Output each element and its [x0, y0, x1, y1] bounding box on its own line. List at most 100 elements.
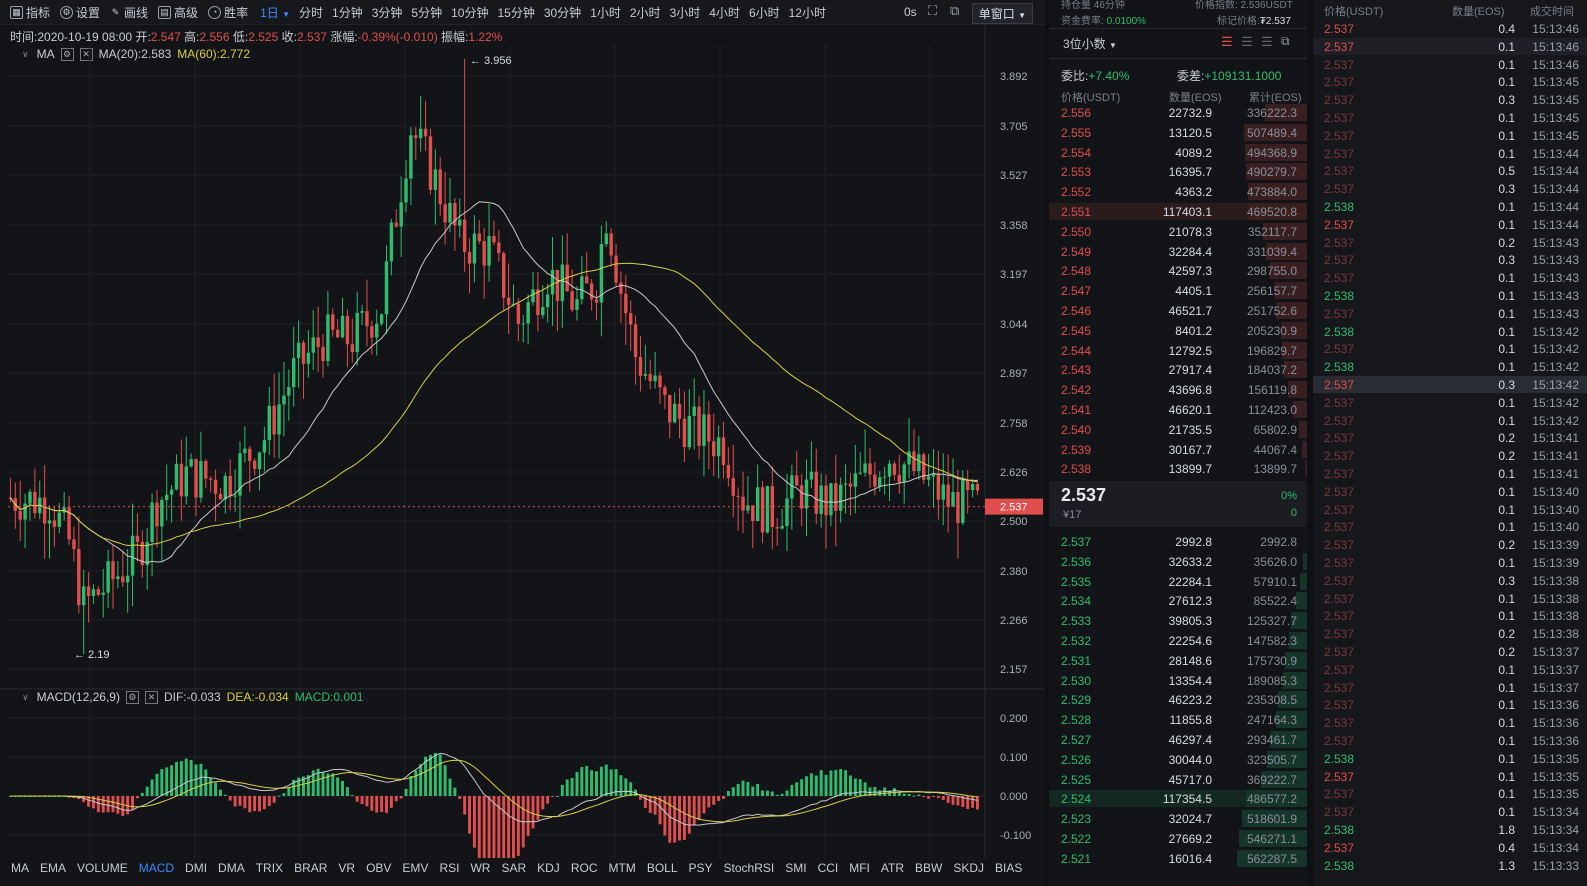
order-row[interactable]: 2.541 46620.1 112423.0 — [1049, 400, 1307, 419]
timeframe-1d[interactable]: 1日 ▼ — [260, 4, 290, 21]
timeframe-option[interactable]: 2小时 — [629, 5, 661, 20]
timeframe-option[interactable]: 12小时 — [788, 5, 826, 20]
indicators-button[interactable]: ▦ 指标 — [10, 4, 50, 21]
order-row[interactable]: 2.552 4363.2 473884.0 — [1049, 182, 1307, 201]
order-row[interactable]: 2.523 32024.7 518601.9 — [1049, 809, 1307, 828]
order-row[interactable]: 2.532 22254.6 147582.3 — [1049, 631, 1307, 650]
indicator-tab-bias[interactable]: BIAS — [995, 861, 1023, 875]
indicator-tab-stochrsi[interactable]: StochRSI — [723, 861, 775, 875]
collapse-icon[interactable]: ∨ — [22, 48, 29, 59]
order-row[interactable]: 2.533 39805.3 125327.7 — [1049, 611, 1307, 630]
order-row[interactable]: 2.528 11855.8 247164.3 — [1049, 710, 1307, 729]
timeframe-option[interactable]: 3分钟 — [371, 5, 403, 20]
order-row[interactable]: 2.554 4089.2 494368.9 — [1049, 143, 1307, 162]
indicator-tab-vr[interactable]: VR — [338, 861, 356, 875]
close-icon[interactable]: ✕ — [144, 690, 158, 704]
view-asks-icon[interactable]: ☰ — [1261, 34, 1273, 49]
indicator-tab-emv[interactable]: EMV — [402, 861, 429, 875]
timeframe-option[interactable]: 分时 — [299, 5, 324, 20]
indicator-tab-sar[interactable]: SAR — [501, 861, 527, 875]
timeframe-option[interactable]: 1分钟 — [332, 5, 363, 20]
collapse-icon[interactable]: ∨ — [22, 691, 29, 702]
timeframe-option[interactable]: 6小时 — [748, 5, 780, 20]
trade-time: 15:13:45 — [1532, 75, 1579, 90]
timeframe-option[interactable]: 3小时 — [669, 5, 701, 20]
order-row[interactable]: 2.548 42597.3 298755.0 — [1049, 261, 1307, 280]
order-row[interactable]: 2.543 27917.4 184037.2 — [1049, 360, 1307, 379]
order-row[interactable]: 2.539 30167.7 44067.4 — [1049, 440, 1307, 459]
order-row[interactable]: 2.540 21735.5 65802.9 — [1049, 420, 1307, 439]
view-bids-icon[interactable]: ☰ — [1241, 34, 1253, 49]
advanced-button[interactable]: ▤ 高级 — [158, 4, 198, 21]
order-row[interactable]: 2.521 16016.4 562287.5 — [1049, 849, 1307, 868]
indicator-tab-kdj[interactable]: KDJ — [537, 861, 560, 875]
settings-icon[interactable]: ⚙ — [60, 47, 74, 61]
indicator-tab-obv[interactable]: OBV — [366, 861, 392, 875]
indicator-tab-boll[interactable]: BOLL — [646, 861, 678, 875]
order-row[interactable]: 2.524 117354.5 486577.2 — [1049, 789, 1307, 808]
indicator-tab-wr[interactable]: WR — [470, 861, 491, 875]
timeframe-option[interactable]: 10分钟 — [451, 5, 489, 20]
indicator-tab-dma[interactable]: DMA — [218, 861, 245, 875]
indicator-tab-volume[interactable]: VOLUME — [77, 861, 128, 875]
timeframe-option[interactable]: 15分钟 — [497, 5, 535, 20]
order-row[interactable]: 2.531 28148.6 175730.9 — [1049, 651, 1307, 670]
window-mode-dropdown[interactable]: 单窗口 ▼ — [971, 3, 1033, 24]
indicator-tab-atr[interactable]: ATR — [880, 861, 905, 875]
order-row[interactable]: 2.556 22732.9 336222.3 — [1049, 103, 1307, 122]
order-row[interactable]: 2.545 8401.2 205230.9 — [1049, 321, 1307, 340]
depth-bar — [1265, 242, 1307, 260]
indicator-tab-macd[interactable]: MACD — [138, 861, 175, 875]
order-row[interactable]: 2.525 45717.0 369222.7 — [1049, 770, 1307, 789]
order-row[interactable]: 2.526 30044.0 323505.7 — [1049, 750, 1307, 769]
indicator-tab-roc[interactable]: ROC — [570, 861, 598, 875]
order-row[interactable]: 2.555 13120.5 507489.4 — [1049, 123, 1307, 142]
kline-chart[interactable]: 3.892 3.705 3.527 3.358 3.197 3.044 2.897 2.758… — [0, 24, 1045, 858]
indicator-tab-mfi[interactable]: MFI — [849, 861, 870, 875]
order-row[interactable]: 2.534 27612.3 85522.4 — [1049, 591, 1307, 610]
indicator-tab-skdj[interactable]: SKDJ — [953, 861, 985, 875]
order-row[interactable]: 2.536 32633.2 35626.0 — [1049, 552, 1307, 571]
order-row[interactable]: 2.544 12792.5 196829.7 — [1049, 341, 1307, 360]
order-row[interactable]: 2.550 21078.3 352117.7 — [1049, 222, 1307, 241]
indicator-tab-bbw[interactable]: BBW — [915, 861, 943, 875]
order-row[interactable]: 2.535 22284.1 57910.1 — [1049, 572, 1307, 591]
timeframe-option[interactable]: 5分钟 — [411, 5, 443, 20]
indicator-tab-mtm[interactable]: MTM — [608, 861, 636, 875]
indicator-tab-trix[interactable]: TRIX — [255, 861, 284, 875]
indicator-tab-cci[interactable]: CCI — [817, 861, 839, 875]
indicator-tab-brar[interactable]: BRAR — [294, 861, 328, 875]
settings-button[interactable]: ⚙ 设置 — [60, 4, 100, 21]
popout-icon[interactable]: ⧉ — [1281, 34, 1290, 48]
draw-button[interactable]: ✎ 画线 — [110, 4, 148, 21]
order-row[interactable]: 2.547 4405.1 256157.7 — [1049, 281, 1307, 300]
order-row[interactable]: 2.551 117403.1 469520.8 — [1049, 202, 1307, 221]
order-row[interactable]: 2.542 43696.8 156119.8 — [1049, 380, 1307, 399]
close-icon[interactable]: ✕ — [79, 47, 93, 61]
order-row[interactable]: 2.537 2992.8 2992.8 — [1049, 532, 1307, 551]
chart-panel[interactable]: ▦ 指标 ⚙ 设置 ✎ 画线 ▤ 高级 ◔ 胜率 1日 ▼ 分时 1分钟 3分钟 5分钟 10分钟… — [0, 0, 1045, 886]
timeframe-option[interactable]: 1小时 — [590, 5, 621, 20]
order-row[interactable]: 2.538 13899.7 13899.7 — [1049, 459, 1307, 477]
indicator-tab-rsi[interactable]: RSI — [439, 861, 460, 875]
order-row[interactable]: 2.527 46297.4 293461.7 — [1049, 730, 1307, 749]
indicator-tab-dmi[interactable]: DMI — [185, 861, 208, 875]
precision-dropdown[interactable]: 3位小数 ▼ — [1063, 35, 1117, 52]
fullscreen-icon[interactable]: ⛶ — [928, 3, 938, 18]
indicator-tab-ema[interactable]: EMA — [40, 861, 67, 875]
view-both-icon[interactable]: ☰ — [1221, 34, 1233, 49]
settings-icon[interactable]: ⚙ — [125, 690, 139, 704]
timeframe-option[interactable]: 4小时 — [709, 5, 740, 20]
indicator-tab-smi[interactable]: SMI — [785, 861, 807, 875]
order-row[interactable]: 2.529 46223.2 235308.5 — [1049, 690, 1307, 709]
order-row[interactable]: 2.553 16395.7 490279.7 — [1049, 162, 1307, 181]
order-row[interactable]: 2.546 46521.7 251752.6 — [1049, 301, 1307, 320]
indicator-tab-psy[interactable]: PSY — [688, 861, 713, 875]
order-row[interactable]: 2.522 27669.2 546271.1 — [1049, 829, 1307, 848]
popout-icon[interactable]: ⧉ — [950, 3, 960, 18]
timeframe-option[interactable]: 30分钟 — [543, 5, 582, 20]
indicator-tab-ma[interactable]: MA — [11, 861, 29, 875]
order-row[interactable]: 2.549 32284.4 331039.4 — [1049, 242, 1307, 261]
winrate-button[interactable]: ◔ 胜率 — [208, 4, 248, 21]
order-row[interactable]: 2.530 13354.4 189085.3 — [1049, 671, 1307, 690]
